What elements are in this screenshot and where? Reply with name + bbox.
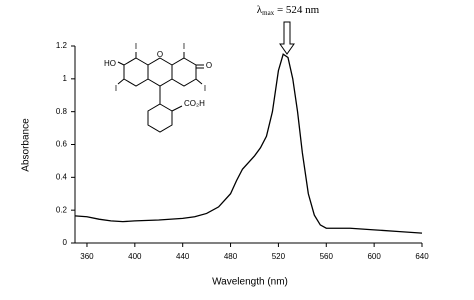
y-tick-label: 0.6 — [56, 140, 68, 149]
x-tick-label: 360 — [80, 252, 94, 261]
ring — [147, 57, 173, 87]
annotation-text: = 524 nm — [274, 4, 319, 16]
y-tick-label: 1.2 — [56, 41, 68, 50]
y-tick-label: 0.4 — [56, 172, 68, 181]
structure-label: I — [115, 84, 117, 93]
x-tick-label: 560 — [320, 252, 334, 261]
structure-label: I — [135, 42, 137, 51]
y-axis-label: Absorbance — [21, 118, 32, 172]
bonds — [117, 52, 204, 112]
x-tick-label: 440 — [176, 252, 190, 261]
annotation-symbol: λ — [257, 4, 263, 16]
structure-label: HO — [104, 59, 116, 68]
structure-label: O — [157, 50, 163, 59]
structure-label: I — [183, 42, 185, 51]
structure-label: I — [204, 84, 206, 93]
y-tick-label: 0.2 — [56, 205, 68, 214]
y-tick-label: 0 — [63, 238, 68, 247]
y-tick-label: 1 — [63, 74, 68, 83]
ring — [123, 57, 149, 87]
x-tick-label: 640 — [415, 252, 429, 261]
structure: HO I I O O I I CO₂H — [104, 42, 212, 133]
x-tick-label: 480 — [224, 252, 238, 261]
structure-label: CO₂H — [184, 99, 205, 108]
x-axis-label: Wavelength (nm) — [212, 277, 288, 288]
x-tick-label: 520 — [272, 252, 286, 261]
spectrum-line — [74, 53, 423, 234]
x-tick-label: 600 — [367, 252, 381, 261]
y-tick-label: 0.8 — [56, 107, 68, 116]
ring — [171, 57, 197, 87]
annotation-subscript: max — [262, 9, 275, 17]
structure-label: O — [206, 61, 212, 70]
x-tick-label: 400 — [128, 252, 142, 261]
annotation: λmax = 524 nm — [257, 4, 320, 17]
ring — [147, 103, 173, 133]
annotation-arrow — [279, 21, 295, 55]
